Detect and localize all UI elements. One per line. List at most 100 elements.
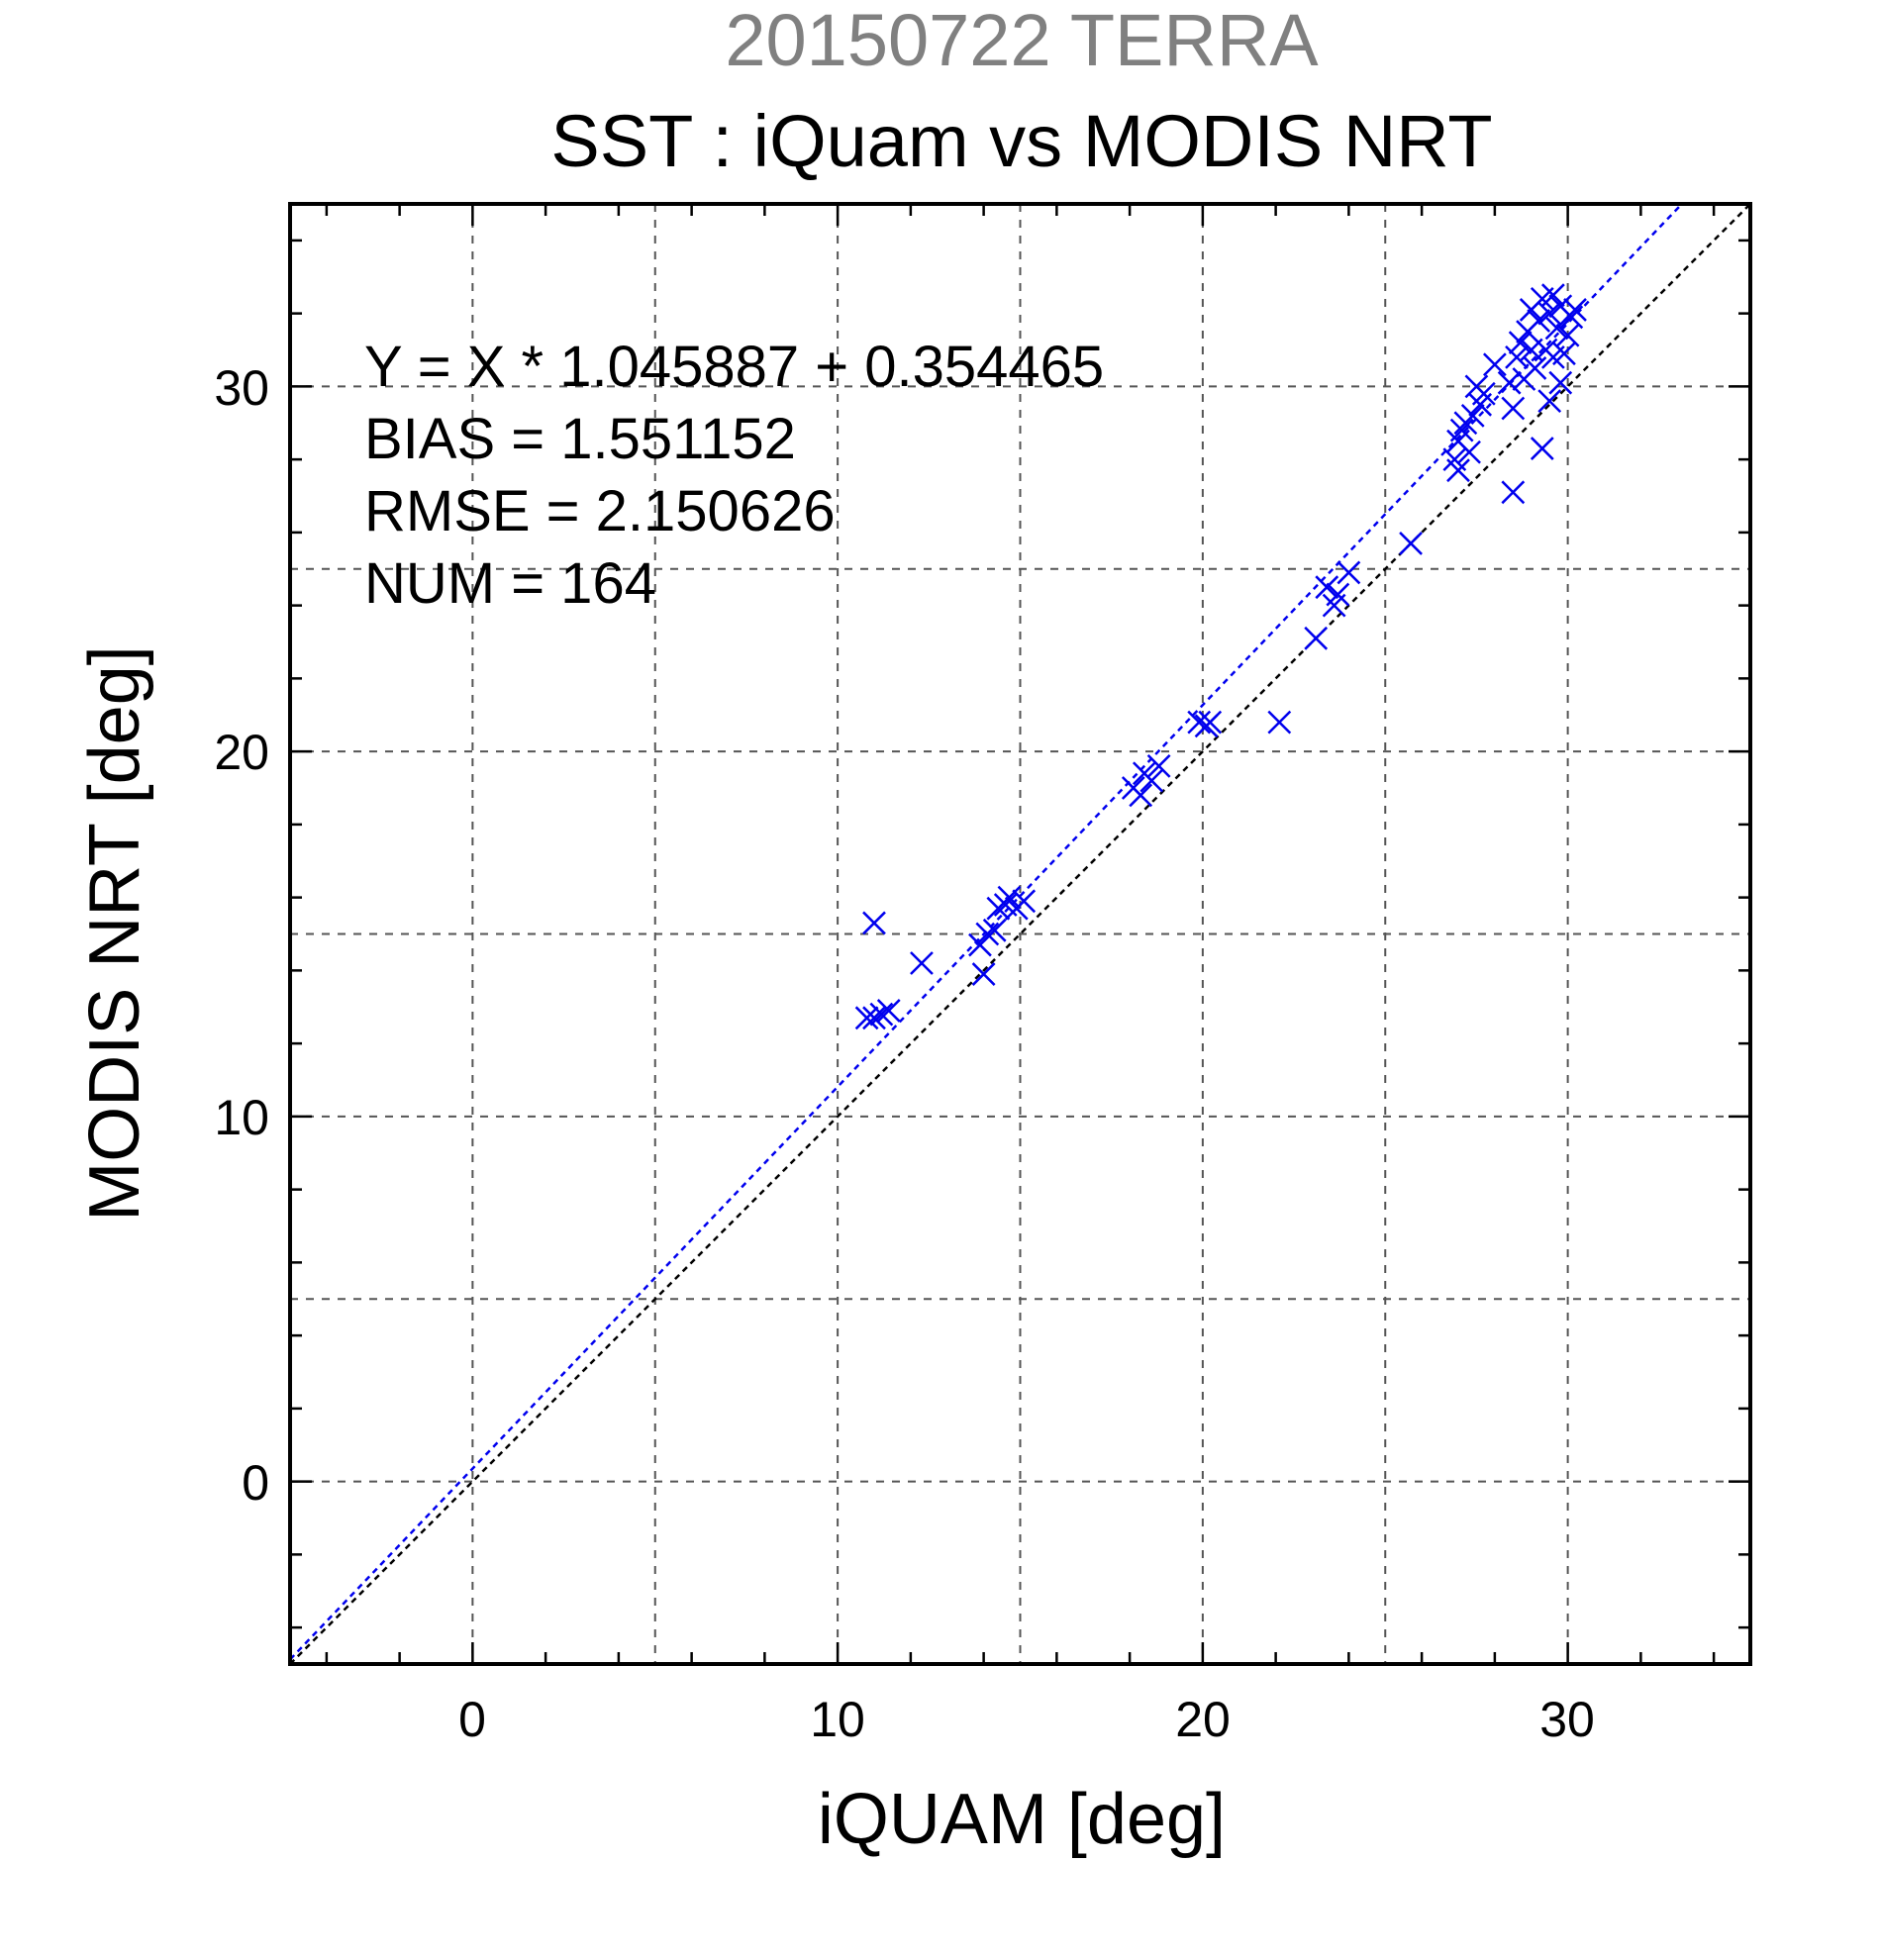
x-axis-label: iQUAM [deg] [818, 1780, 1226, 1859]
data-point-marker [1559, 305, 1584, 330]
data-point [1482, 352, 1507, 377]
data-point [1548, 370, 1573, 395]
data-point-marker [971, 962, 996, 986]
data-point-marker [1187, 710, 1212, 735]
data-point-marker [975, 922, 1000, 946]
data-point-marker [1012, 889, 1037, 914]
x-tick-label: 0 [458, 1692, 486, 1747]
data-point [1540, 283, 1565, 308]
data-point [982, 918, 1007, 942]
data-point [1501, 396, 1526, 421]
data-point [1523, 356, 1547, 380]
data-point [1519, 338, 1543, 362]
data-point-marker [1267, 710, 1292, 735]
data-point [1012, 889, 1037, 914]
data-point-marker [1540, 283, 1565, 308]
data-point [1527, 309, 1551, 333]
plot-frame [288, 202, 1752, 1666]
data-points [854, 283, 1587, 1030]
data-point-marker [1449, 418, 1474, 442]
bias-value: BIAS = 1.551152 [364, 407, 796, 471]
data-point-marker [1336, 560, 1361, 585]
x-tick-label: 10 [810, 1692, 865, 1747]
data-point-marker [1527, 309, 1551, 333]
data-point-marker [997, 885, 1022, 910]
data-point [997, 885, 1022, 910]
data-point-marker [1555, 323, 1580, 347]
data-point-marker [1446, 458, 1470, 483]
data-point-marker [1198, 710, 1223, 735]
data-point [1399, 532, 1423, 555]
data-point-marker [1501, 396, 1526, 421]
data-point [1267, 710, 1292, 735]
data-point [869, 1002, 894, 1027]
y-tick-label: 30 [214, 360, 269, 416]
data-point [1139, 768, 1164, 793]
chart-supertitle: 20150722 TERRA [725, 0, 1319, 81]
data-point-marker [1129, 783, 1153, 808]
data-point [1563, 298, 1587, 322]
data-point [862, 911, 886, 935]
rmse-value: RMSE = 2.150626 [364, 479, 836, 543]
data-point [1304, 626, 1329, 650]
stats-box: Y = X * 1.045887 + 0.354465 BIAS = 1.551… [364, 335, 1104, 616]
data-point [854, 1006, 879, 1030]
data-point-marker [1537, 389, 1562, 414]
x-tick-label: 20 [1175, 1692, 1231, 1747]
identity-line-path [289, 203, 1751, 1665]
data-point-marker [1505, 344, 1529, 369]
data-point [1198, 710, 1223, 735]
fit-equation: Y = X * 1.045887 + 0.354465 [364, 335, 1104, 399]
data-point-marker [1548, 370, 1573, 395]
data-point [1559, 305, 1584, 330]
data-point [1544, 316, 1569, 341]
data-point [1129, 783, 1153, 808]
data-point-marker [876, 999, 901, 1023]
data-point-marker [1497, 370, 1522, 395]
data-point-marker [910, 951, 934, 975]
data-point [1555, 323, 1580, 347]
identity-line [289, 203, 1751, 1665]
num-value: NUM = 164 [364, 551, 656, 616]
data-point [971, 962, 996, 986]
data-point-marker [1501, 480, 1526, 505]
data-point-marker [1530, 437, 1554, 460]
data-point-marker [1519, 338, 1543, 362]
data-point-marker [854, 1006, 879, 1030]
data-point [1315, 575, 1339, 600]
y-tick-label: 10 [214, 1090, 269, 1145]
data-point [1471, 381, 1496, 406]
data-point [1449, 418, 1474, 442]
data-point [1446, 458, 1470, 483]
data-point [1530, 437, 1554, 460]
y-tick-labels: 0 10 20 30 [214, 360, 269, 1511]
data-point-marker [869, 1002, 894, 1027]
data-point-marker [1457, 440, 1481, 464]
data-point-marker [1563, 298, 1587, 322]
data-point-marker [862, 911, 886, 935]
data-point [1552, 342, 1576, 366]
data-point-marker [1460, 403, 1485, 428]
data-point [1537, 301, 1562, 326]
data-point [1336, 560, 1361, 585]
data-point [1537, 389, 1562, 414]
data-point-marker [862, 1006, 886, 1030]
data-point-marker [1139, 768, 1164, 793]
data-point [1501, 480, 1526, 505]
data-point-marker [1399, 532, 1423, 555]
data-point-marker [1482, 352, 1507, 377]
data-point-marker [1552, 342, 1576, 366]
data-point [876, 999, 901, 1023]
data-point [1187, 710, 1212, 735]
data-point-marker [1315, 575, 1339, 600]
y-tick-label: 0 [242, 1455, 269, 1511]
data-point [1457, 440, 1481, 464]
data-point-marker [982, 918, 1007, 942]
data-point [1326, 582, 1350, 607]
data-point-marker [1544, 316, 1569, 341]
x-tick-label: 30 [1539, 1692, 1595, 1747]
data-point [1460, 403, 1485, 428]
data-point [1497, 370, 1522, 395]
data-point [862, 1006, 886, 1030]
